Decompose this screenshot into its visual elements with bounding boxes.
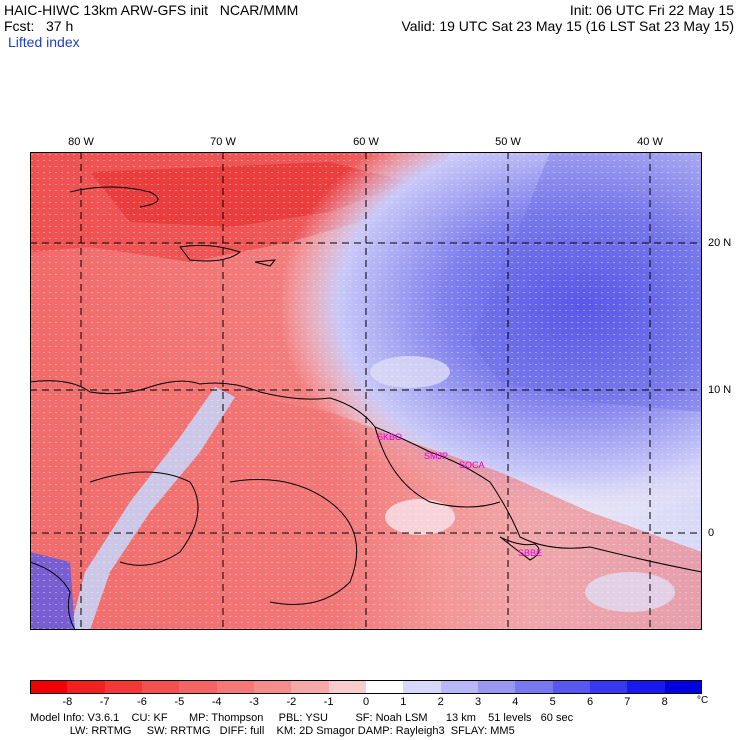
colorbar-segment	[179, 680, 218, 694]
lon-label-40w: 40 W	[637, 136, 663, 148]
colorbar-tick-label: 3	[474, 696, 482, 708]
lat-label-10n: 10 N	[708, 384, 732, 396]
colorbar-segment	[291, 680, 330, 694]
model-info-line-2: LW: RRTMG SW: RRTMG DIFF: full KM: 2D Sm…	[30, 725, 515, 737]
lon-label-70w: 70 W	[210, 136, 236, 148]
colorbar-tick-label: 1	[400, 696, 407, 708]
colorbar-tick-label: -6	[137, 696, 147, 708]
colorbar-segment	[254, 680, 292, 694]
model-info-line-1: Model Info: V3.6.1 CU: KF MP: Thompson P…	[30, 712, 574, 724]
colorbar	[30, 680, 703, 694]
colorbar-segment	[30, 680, 68, 694]
field-name: Lifted index	[8, 34, 80, 50]
colorbar-tick-label: -2	[286, 696, 297, 708]
colorbar-segment	[216, 680, 255, 694]
colorbar-segment	[478, 680, 516, 694]
colorbar-segment	[328, 680, 367, 694]
colorbar-tick-label: -4	[211, 696, 222, 708]
colorbar-tick-label: -7	[99, 696, 110, 708]
puerto-rico-coast	[254, 259, 277, 267]
colorbar-tick-label: 7	[624, 696, 631, 708]
colorbar-tick-label: 8	[661, 696, 668, 708]
colorbar-tick-label: -8	[62, 696, 73, 708]
colorbar-segment	[366, 680, 404, 694]
south-america-north-coast	[30, 380, 702, 573]
country-border-2	[229, 479, 358, 605]
country-border-3	[374, 426, 501, 508]
field-texture	[30, 152, 702, 630]
colorbar-tick-label: -3	[249, 696, 259, 708]
run-title: HAIC-HIWC 13km ARW-GFS init NCAR/MMM	[4, 2, 299, 18]
colorbar-tick-label: 6	[586, 696, 594, 708]
colorbar-segment	[664, 680, 703, 694]
coastlines	[30, 186, 702, 630]
colorbar-tick-label: -1	[323, 696, 334, 708]
colorbar-segment	[590, 680, 628, 694]
station-label: SOCA	[459, 460, 485, 470]
lat-label-20n: 20 N	[708, 237, 732, 249]
colorbar-unit: °C	[697, 695, 709, 706]
init-time: Init: 06 UTC Fri 22 May 15	[569, 2, 734, 18]
lat-label-eq: 0	[708, 527, 715, 539]
map-frame	[30, 152, 702, 630]
valid-time: Valid: 19 UTC Sat 23 May 15 (16 LST Sat …	[401, 18, 734, 34]
station-label: SKBO	[377, 432, 402, 442]
station-label: SBBE	[518, 548, 542, 558]
colorbar-segment	[104, 680, 143, 694]
amazon-delta	[499, 536, 540, 561]
colorbar-tick-label: 0	[362, 696, 370, 708]
station-label: SMJP	[424, 451, 448, 461]
colorbar-segment	[403, 680, 442, 694]
colorbar-segment	[552, 680, 591, 694]
colorbar-tick-label: 4	[512, 696, 519, 708]
colorbar-tick-label: -5	[174, 696, 185, 708]
colorbar-segment	[515, 680, 554, 694]
colorbar-segment	[67, 680, 106, 694]
colorbar-segment	[440, 680, 479, 694]
lon-label-80w: 80 W	[68, 136, 94, 148]
map-canvas: SKBO SMJP SOCA SBBE	[30, 152, 702, 630]
grid-lines	[30, 152, 702, 630]
colorbar-tick-label: 5	[549, 696, 556, 708]
cuba-coast	[69, 186, 159, 208]
forecast-hour: Fcst: 37 h	[4, 18, 74, 34]
lon-label-60w: 60 W	[353, 136, 379, 148]
hispaniola-coast	[179, 244, 242, 262]
colorbar-segment	[142, 680, 180, 694]
lifted-index-map: SKBO SMJP SOCA SBBE	[30, 152, 702, 630]
lon-label-50w: 50 W	[495, 136, 521, 148]
colorbar-tick-label: 2	[437, 696, 444, 708]
pacific-coast	[30, 561, 76, 630]
country-border-1	[89, 471, 199, 566]
colorbar-segment	[627, 680, 666, 694]
colorbar-frame	[30, 680, 702, 694]
